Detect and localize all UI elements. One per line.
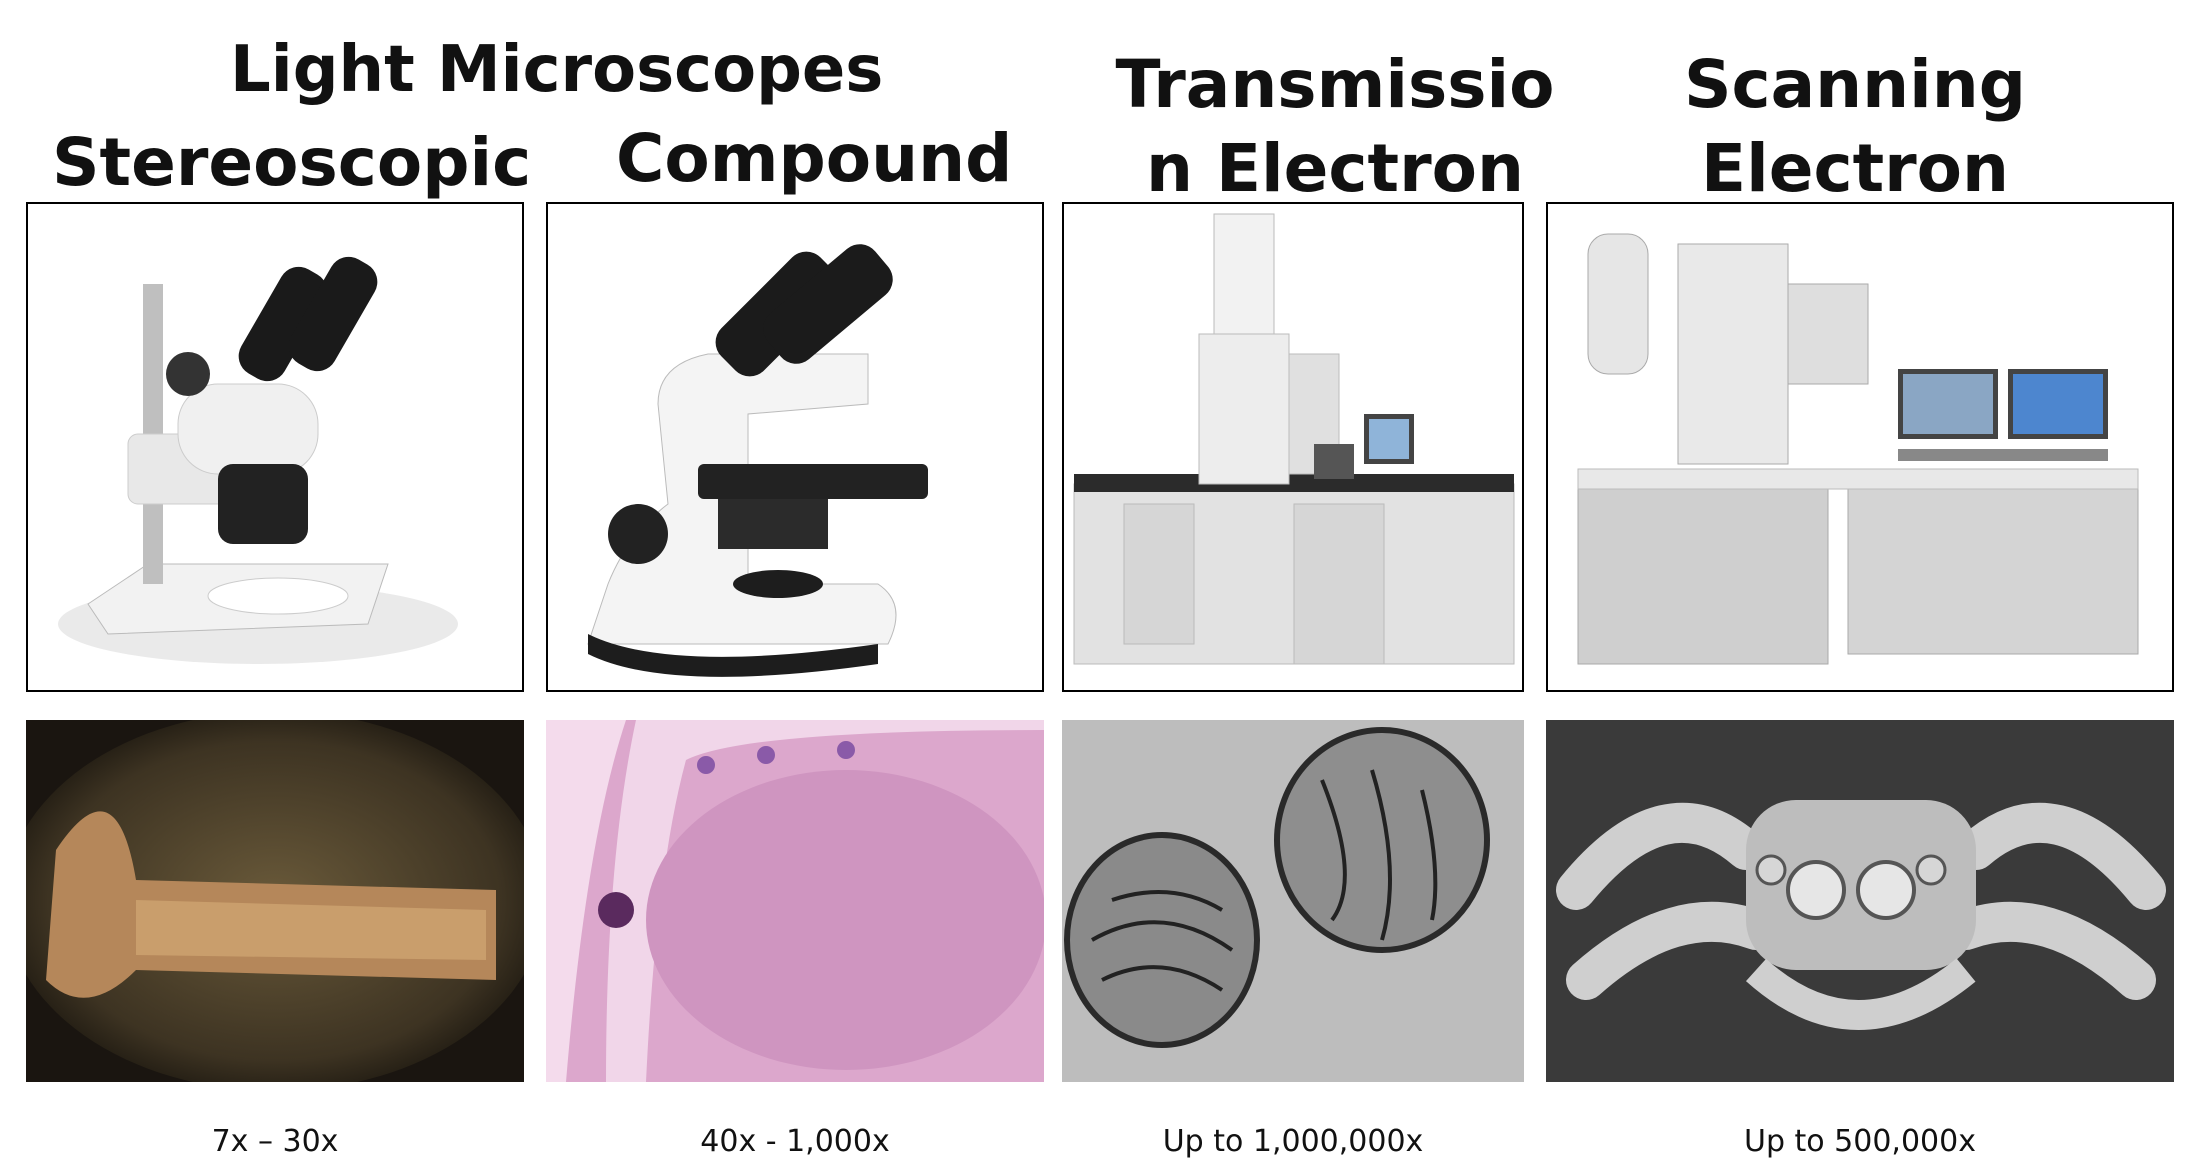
compound-microscope-photo — [546, 202, 1044, 692]
column-title-scanning-line2: Electron — [1700, 130, 2010, 207]
stereo-microscope-photo — [26, 202, 524, 692]
column-title-transmission-line2: n Electron — [1146, 130, 1524, 207]
magnification-scanning-electron: Up to 500,000x — [1743, 1124, 1976, 1159]
column-title-scanning-line1: Scanning — [1683, 46, 2027, 123]
stained-tissue-photo — [546, 720, 1044, 1082]
column-title-stereoscopic: Stereoscopic — [52, 124, 532, 201]
jumping-spider-micrograph — [1546, 720, 2174, 1082]
group-title: Light Microscopes — [230, 33, 884, 107]
tem-instrument-photo — [1062, 202, 1524, 692]
magnification-compound: 40x - 1,000x — [700, 1124, 890, 1159]
mitochondria-micrograph — [1062, 720, 1524, 1082]
magnification-transmission-electron: Up to 1,000,000x — [1162, 1124, 1424, 1159]
sem-instrument-photo — [1546, 202, 2174, 692]
column-title-compound: Compound — [616, 120, 1013, 197]
salamander-specimen-photo — [26, 720, 524, 1082]
column-title-transmission-line1: Transmissio — [1115, 46, 1555, 123]
magnification-stereoscopic: 7x – 30x — [211, 1124, 339, 1159]
